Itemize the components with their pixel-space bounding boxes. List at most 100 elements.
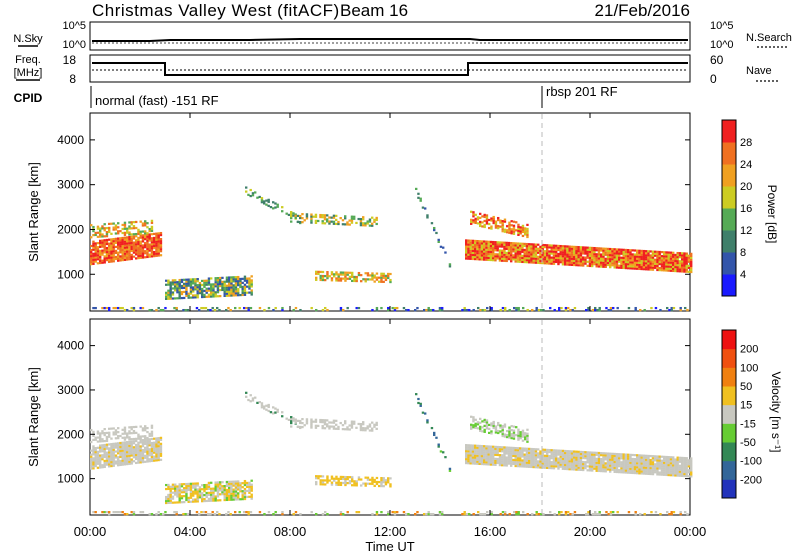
power-cell bbox=[552, 248, 556, 251]
velocity-cell bbox=[335, 483, 338, 486]
power-cell bbox=[348, 223, 351, 226]
velocity-cell bbox=[141, 445, 145, 448]
power-cell bbox=[110, 244, 113, 247]
velocity-cell bbox=[557, 449, 560, 452]
power-cell bbox=[223, 286, 226, 289]
power-cell bbox=[207, 308, 210, 312]
velocity-cell bbox=[194, 500, 197, 503]
velocity-cell bbox=[114, 511, 118, 514]
power-cell bbox=[180, 296, 184, 300]
power-cell bbox=[571, 308, 574, 312]
velocity-cell bbox=[627, 457, 630, 460]
velocity-cell bbox=[640, 466, 643, 469]
power-cell bbox=[597, 263, 601, 266]
power-cell bbox=[487, 252, 490, 255]
cpid-label: CPID bbox=[14, 91, 43, 105]
power-cell bbox=[214, 291, 217, 294]
velocity-cell bbox=[487, 459, 490, 462]
power-cell bbox=[672, 259, 675, 262]
power-cell bbox=[690, 264, 693, 268]
power-cell bbox=[90, 236, 93, 239]
velocity-cell bbox=[117, 456, 120, 459]
power-cell bbox=[541, 243, 544, 247]
power-cell bbox=[139, 306, 142, 310]
velocity-cell bbox=[157, 459, 160, 462]
power-cell bbox=[541, 245, 544, 249]
velocity-cell bbox=[183, 495, 186, 498]
velocity-cell bbox=[615, 460, 619, 464]
power-cell bbox=[128, 256, 131, 259]
power-cell bbox=[472, 219, 475, 222]
velocity-cell bbox=[250, 485, 253, 488]
velocity-cell bbox=[237, 480, 240, 483]
velocity-cell bbox=[178, 485, 181, 488]
power-cell bbox=[182, 308, 185, 312]
velocity-cell bbox=[631, 453, 634, 457]
x-tick-label: 04:00 bbox=[174, 524, 207, 539]
velocity-cell bbox=[582, 462, 585, 466]
colorbar-swatch bbox=[722, 330, 736, 350]
velocity-cell bbox=[681, 474, 684, 477]
velocity-cell bbox=[575, 454, 578, 457]
power-cell bbox=[494, 255, 497, 258]
velocity-cell bbox=[559, 463, 562, 466]
velocity-cell bbox=[132, 437, 136, 441]
velocity-cell bbox=[512, 450, 515, 454]
velocity-cell bbox=[234, 511, 237, 514]
power-cell bbox=[92, 229, 95, 233]
velocity-cell bbox=[505, 458, 508, 461]
velocity-cell bbox=[600, 458, 603, 461]
velocity-cell bbox=[541, 462, 544, 465]
velocity-cell bbox=[636, 466, 639, 469]
velocity-cell bbox=[676, 462, 679, 465]
power-cell bbox=[110, 240, 113, 243]
velocity-cell bbox=[543, 454, 547, 457]
velocity-cell bbox=[543, 456, 547, 459]
power-cell bbox=[192, 280, 195, 283]
power-cell bbox=[507, 243, 511, 247]
power-cell bbox=[216, 291, 220, 294]
power-cell bbox=[656, 258, 659, 262]
velocity-cell bbox=[521, 431, 525, 434]
power-cell bbox=[123, 246, 127, 249]
velocity-cell bbox=[492, 445, 495, 448]
power-cell bbox=[586, 260, 589, 263]
power-cell bbox=[415, 187, 418, 191]
power-cell bbox=[130, 255, 133, 259]
velocity-cell bbox=[497, 421, 500, 425]
velocity-cell bbox=[319, 475, 322, 478]
velocity-cell bbox=[216, 511, 219, 514]
power-cell bbox=[99, 245, 102, 248]
velocity-cell bbox=[150, 434, 154, 437]
power-cell bbox=[593, 251, 596, 254]
power-cell bbox=[121, 250, 124, 254]
power-cell bbox=[528, 255, 531, 258]
velocity-cell bbox=[642, 456, 646, 459]
power-cell bbox=[593, 255, 596, 258]
velocity-cell bbox=[196, 496, 199, 499]
power-cell bbox=[319, 215, 322, 219]
power-cell bbox=[546, 256, 549, 259]
velocity-cell bbox=[660, 467, 664, 470]
power-cell bbox=[548, 250, 551, 253]
power-cell bbox=[155, 236, 158, 239]
power-cell bbox=[148, 233, 151, 236]
velocity-cell bbox=[216, 499, 220, 502]
velocity-cell bbox=[501, 462, 504, 465]
y-tick-label: 2000 bbox=[57, 222, 84, 236]
power-cell bbox=[523, 242, 526, 246]
power-cell bbox=[561, 261, 565, 264]
x-tick-label: 08:00 bbox=[274, 524, 307, 539]
velocity-cell bbox=[476, 456, 479, 459]
velocity-cell bbox=[552, 451, 556, 454]
velocity-cell bbox=[651, 457, 655, 460]
power-cell bbox=[658, 258, 661, 262]
velocity-cell bbox=[162, 513, 165, 516]
velocity-cell bbox=[174, 501, 177, 504]
velocity-cell bbox=[185, 492, 188, 496]
velocity-cell bbox=[359, 428, 363, 432]
velocity-cell bbox=[552, 465, 556, 468]
velocity-cell bbox=[690, 475, 693, 478]
power-cell bbox=[153, 236, 156, 240]
power-cell bbox=[407, 308, 410, 312]
